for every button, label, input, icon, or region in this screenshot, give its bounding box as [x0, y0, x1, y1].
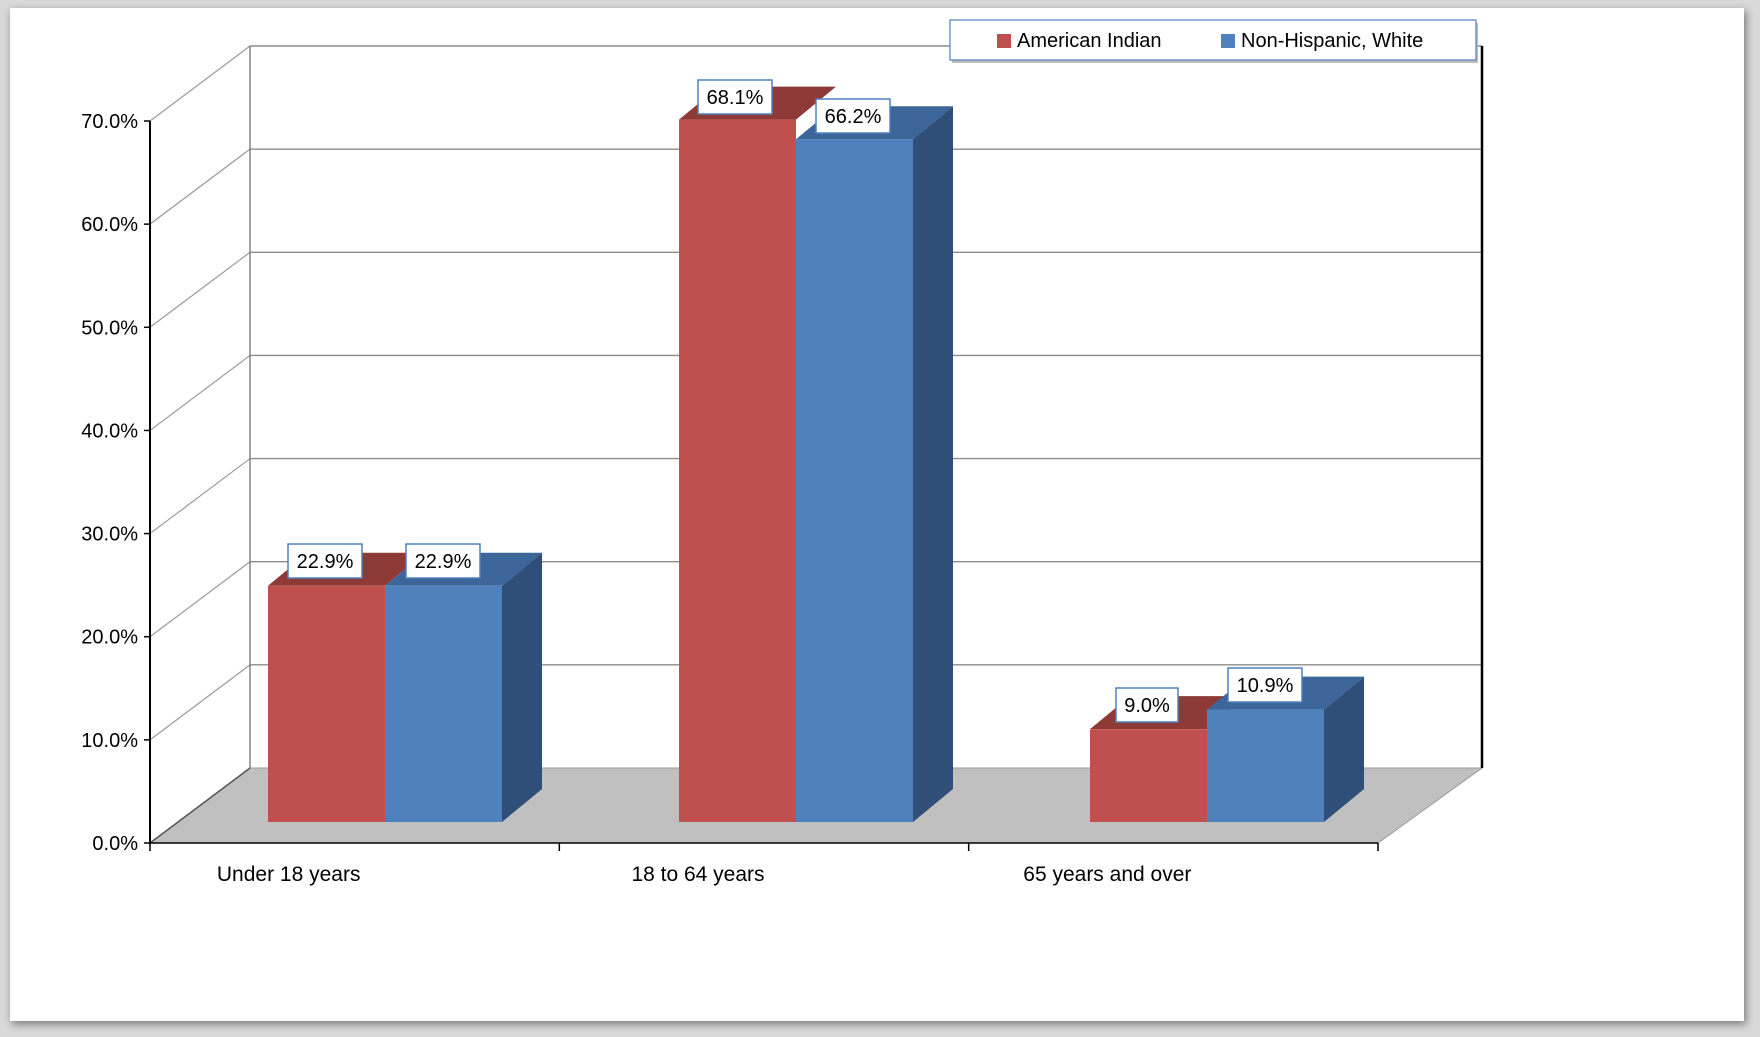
data-label: 10.9%: [1227, 667, 1303, 703]
legend-swatch: [997, 34, 1011, 48]
data-label-box: [405, 543, 481, 579]
x-tick-label: Under 18 years: [217, 863, 361, 886]
y-tick-label: 60.0%: [81, 214, 138, 236]
x-tick-label: 65 years and over: [1023, 863, 1191, 886]
legend-label: Non-Hispanic, White: [1241, 30, 1423, 52]
data-label-text: 22.9%: [297, 551, 354, 573]
bar-non-hispanic-white-1: [796, 106, 953, 823]
y-tick-label: 70.0%: [81, 111, 138, 133]
data-label-box: [1115, 687, 1179, 723]
gridline-diagonal: [149, 354, 251, 431]
x-tick-label: 18 to 64 years: [631, 863, 764, 886]
y-tick-label: 30.0%: [81, 524, 138, 546]
bar-non-hispanic-white-0: [385, 552, 542, 822]
bar-front-face: [796, 139, 913, 823]
bar-side-face: [913, 106, 953, 823]
bar-front-face: [679, 119, 796, 822]
legend-swatch: [1221, 34, 1235, 48]
legend-label: American Indian: [1017, 30, 1162, 52]
bar-side-face: [502, 552, 542, 822]
data-label-text: 68.1%: [707, 87, 764, 109]
bars: [268, 86, 1364, 823]
data-label: 22.9%: [287, 543, 363, 579]
y-tick-label: 40.0%: [81, 420, 138, 442]
gridline-diagonal: [149, 458, 251, 535]
axes: 0.0% 10.0% 20.0% 30.0% 40.0% 50.0% 60.0% 70.0% U…: [81, 111, 1379, 886]
data-label-text: 22.9%: [415, 551, 472, 573]
legend: American Indian Non-Hispanic, White: [949, 19, 1478, 63]
bar-non-hispanic-white-2: [1207, 676, 1364, 822]
gridline-diagonal: [149, 664, 251, 741]
data-label-box: [1227, 667, 1303, 703]
data-label-text: 66.2%: [825, 106, 882, 128]
gridline-diagonal: [149, 148, 251, 225]
gridline-diagonal: [149, 251, 251, 328]
chart-frame: 0.0% 10.0% 20.0% 30.0% 40.0% 50.0% 60.0% 70.0% U…: [10, 8, 1744, 1021]
gridline-diagonal: [149, 767, 251, 844]
data-labels: 22.9% 22.9% 68.1% 66.2% 9.0% 10.9%: [287, 79, 1303, 723]
bar-front-face: [385, 585, 502, 822]
data-label-box: [815, 98, 891, 134]
bar-side-face: [1324, 676, 1364, 822]
bar-front-face: [1090, 729, 1207, 822]
y-tick-label: 50.0%: [81, 317, 138, 339]
data-label-box: [697, 79, 773, 115]
data-label: 9.0%: [1115, 687, 1179, 723]
y-tick-label: 0.0%: [92, 833, 138, 855]
data-label: 68.1%: [697, 79, 773, 115]
gridline-diagonal: [149, 561, 251, 638]
data-label: 66.2%: [815, 98, 891, 134]
data-label: 22.9%: [405, 543, 481, 579]
gridline-diagonal: [149, 45, 251, 122]
y-tick-label: 10.0%: [81, 730, 138, 752]
data-label-text: 9.0%: [1124, 695, 1170, 717]
bar-front-face: [1207, 709, 1324, 822]
data-label-box: [287, 543, 363, 579]
legend-box: [949, 19, 1477, 61]
y-tick-label: 20.0%: [81, 627, 138, 649]
bar-front-face: [268, 585, 385, 822]
bar-chart: 0.0% 10.0% 20.0% 30.0% 40.0% 50.0% 60.0% 70.0% U…: [81, 19, 1484, 886]
data-label-text: 10.9%: [1237, 675, 1294, 697]
